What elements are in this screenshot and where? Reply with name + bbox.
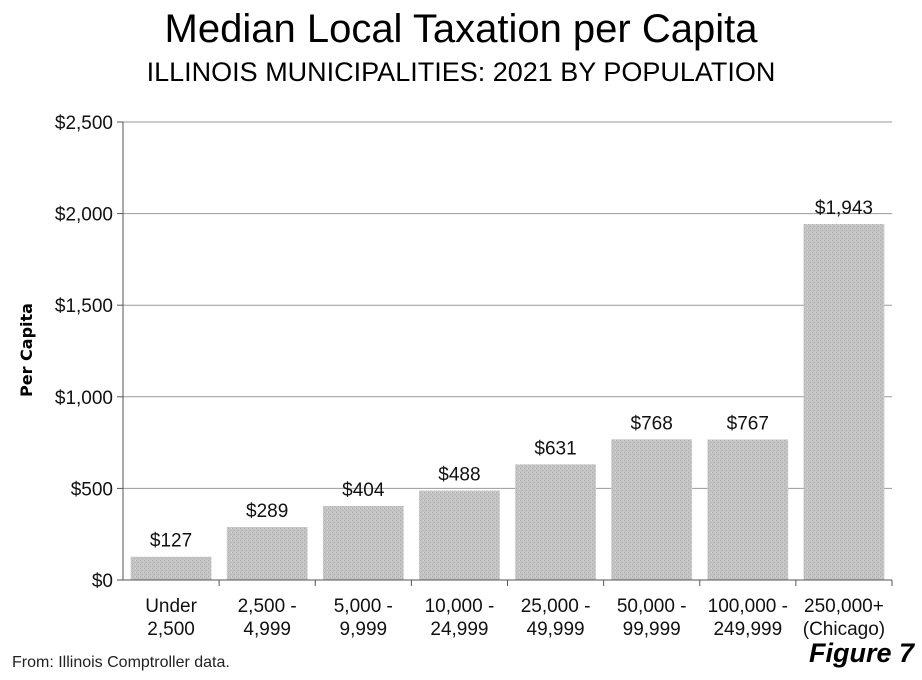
y-tick-label: $2,500 (55, 113, 113, 134)
data-label: $1,943 (815, 198, 873, 219)
gridlines (123, 121, 892, 489)
y-tick-label: $1,000 (55, 388, 113, 409)
chart-subtitle: ILLINOIS MUNICIPALITIES: 2021 BY POPULAT… (146, 57, 776, 87)
y-tick-label: $1,500 (55, 296, 113, 317)
bars (130, 224, 885, 580)
axes (117, 121, 893, 586)
bar (611, 439, 693, 580)
x-tick-label: 25,000 -49,999 (521, 596, 591, 640)
bar (707, 439, 789, 580)
x-tick-label: 2,500 -4,999 (238, 596, 297, 640)
y-tick-label: $0 (92, 571, 113, 592)
data-label: $768 (631, 413, 673, 434)
figure-label: Figure 7 (808, 638, 914, 668)
bar (322, 505, 404, 580)
x-tick-label: 50,000 -99,999 (617, 596, 687, 640)
x-tick-label: Under 2,500 (145, 596, 197, 640)
data-label: $488 (438, 465, 480, 486)
y-tick-label: $2,000 (55, 205, 113, 226)
data-label: $631 (534, 438, 576, 459)
x-tick-label: 10,000 -24,999 (425, 596, 495, 640)
x-tick-label: 5,000 -9,999 (334, 596, 393, 640)
bar (803, 224, 885, 580)
y-tick-label: $500 (71, 479, 113, 500)
x-tick-label: 250,000+ (Chicago) (803, 596, 885, 640)
chart-title: Median Local Taxation per Capita (164, 7, 758, 51)
data-label: $767 (727, 413, 769, 434)
bar (130, 556, 212, 580)
bar (515, 464, 596, 580)
data-label: $127 (150, 531, 192, 552)
data-label: $404 (342, 480, 385, 501)
bar (226, 527, 308, 580)
data-label: $289 (246, 501, 288, 522)
labels: $0 $500 $1,000 $1,500 $2,000 $2,500 $127 Under 2… (55, 113, 885, 640)
source-note: From: Illinois Comptroller data. (12, 654, 230, 671)
bar (419, 490, 500, 580)
x-tick-label: 100,000 -249,999 (708, 596, 788, 640)
y-axis-label: Per Capita (17, 303, 36, 397)
